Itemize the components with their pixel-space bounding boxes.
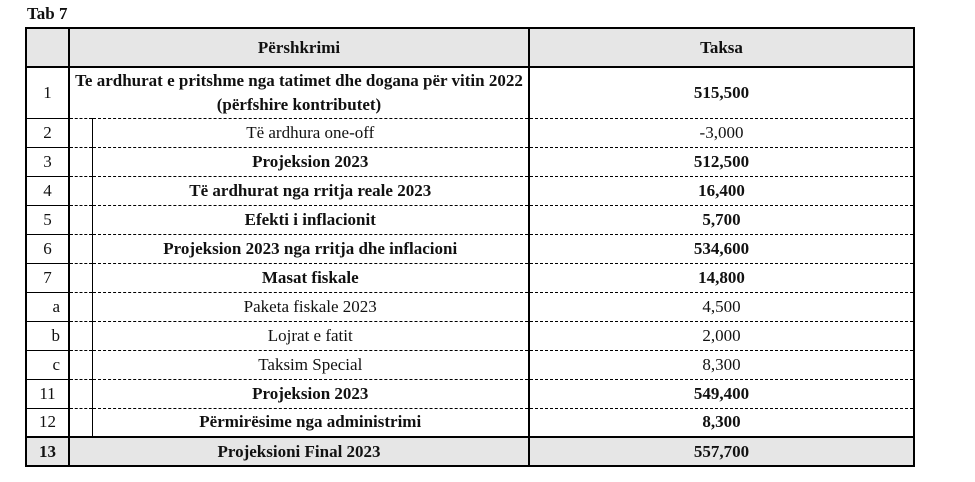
description-text: Projeksioni Final 2023 (217, 441, 381, 461)
description-cell: Efekti i inflacionit (92, 205, 530, 235)
row-number-cell: 6 (26, 234, 70, 264)
description-cell: Projeksion 2023 nga rritja dhe inflacion… (92, 234, 530, 264)
row-number-cell: 4 (26, 176, 70, 206)
row-number-cell: 11 (26, 379, 70, 409)
header-description-cell: Përshkrimi (69, 28, 530, 68)
description-cell: Taksim Special (92, 350, 530, 380)
table-row: 1 Te ardhurat e pritshme nga tatimet dhe … (26, 67, 914, 119)
description-cell: Projeksion 2023 (92, 147, 530, 177)
row-number-cell: 7 (26, 263, 70, 293)
table-row: c Taksim Special 8,300 (26, 350, 914, 380)
value-cell: 4,500 (529, 292, 914, 322)
value-cell: 2,000 (529, 321, 914, 351)
table-title: Tab 7 (27, 4, 68, 23)
indent-cell (69, 147, 93, 177)
value-cell: -3,000 (529, 118, 914, 148)
table-row: 11 Projeksion 2023 549,400 (26, 379, 914, 409)
description-text: Te ardhurat e pritshme nga tatimet dhe d… (75, 70, 523, 114)
row-number-cell: 1 (26, 67, 70, 119)
table-row: 6 Projeksion 2023 nga rritja dhe inflacio… (26, 234, 914, 264)
row-number-cell: 5 (26, 205, 70, 235)
table-row: a Paketa fiskale 2023 4,500 (26, 292, 914, 322)
description-cell: Projeksioni Final 2023 (69, 436, 530, 466)
row-number-cell: c (26, 350, 70, 380)
row-number-cell: 13 (26, 436, 70, 466)
value-cell: 14,800 (529, 263, 914, 293)
header-number-cell (26, 28, 70, 68)
header-row: Përshkrimi Taksa (26, 28, 914, 68)
table-row: b Lojrat e fatit 2,000 (26, 321, 914, 351)
value-cell: 5,700 (529, 205, 914, 235)
table-row: 5 Efekti i inflacionit 5,700 (26, 205, 914, 235)
table-row: 13 Projeksioni Final 2023 557,700 (26, 436, 914, 466)
indent-cell (69, 350, 93, 380)
value-cell: 16,400 (529, 176, 914, 206)
indent-cell (69, 205, 93, 235)
indent-cell (69, 292, 93, 322)
table-row: 4 Të ardhurat nga rritja reale 2023 16,400 (26, 176, 914, 206)
description-cell: Paketa fiskale 2023 (92, 292, 530, 322)
value-cell: 515,500 (529, 67, 914, 119)
indent-cell (69, 321, 93, 351)
value-cell: 557,700 (529, 436, 914, 466)
indent-cell (69, 408, 93, 438)
indent-cell (69, 379, 93, 409)
indent-cell (69, 176, 93, 206)
description-cell: Projeksion 2023 (92, 379, 530, 409)
value-cell: 512,500 (529, 147, 914, 177)
value-cell: 549,400 (529, 379, 914, 409)
header-value-cell: Taksa (529, 28, 914, 68)
row-number-cell: 12 (26, 408, 70, 438)
value-cell: 8,300 (529, 350, 914, 380)
table-row: 12 Përmirësime nga administrimi 8,300 (26, 408, 914, 438)
row-number-cell: 2 (26, 118, 70, 148)
description-cell: Te ardhurat e pritshme nga tatimet dhe d… (69, 67, 530, 119)
table-body: 1 Te ardhurat e pritshme nga tatimet dhe … (26, 67, 914, 466)
tab7-table: Përshkrimi Taksa 1 Te ardhurat e pritshme… (25, 27, 915, 467)
row-number-cell: a (26, 292, 70, 322)
indent-cell (69, 118, 93, 148)
indent-cell (69, 234, 93, 264)
description-cell: Lojrat e fatit (92, 321, 530, 351)
description-cell: Të ardhura one-off (92, 118, 530, 148)
table-row: 3 Projeksion 2023 512,500 (26, 147, 914, 177)
row-number-cell: 3 (26, 147, 70, 177)
value-cell: 8,300 (529, 408, 914, 438)
table-row: 2 Të ardhura one-off -3,000 (26, 118, 914, 148)
indent-cell (69, 263, 93, 293)
description-cell: Përmirësime nga administrimi (92, 408, 530, 438)
row-number-cell: b (26, 321, 70, 351)
description-cell: Të ardhurat nga rritja reale 2023 (92, 176, 530, 206)
table-row: 7 Masat fiskale 14,800 (26, 263, 914, 293)
description-cell: Masat fiskale (92, 263, 530, 293)
value-cell: 534,600 (529, 234, 914, 264)
